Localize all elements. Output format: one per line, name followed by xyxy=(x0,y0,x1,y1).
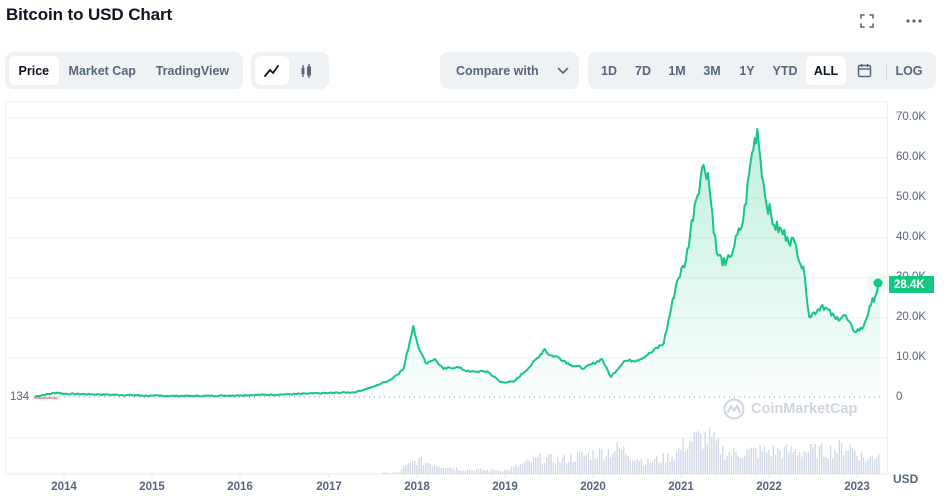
line-chart-icon xyxy=(264,64,279,77)
calendar-icon xyxy=(857,64,871,78)
fullscreen-icon[interactable] xyxy=(856,10,878,32)
tab-price[interactable]: Price xyxy=(9,56,59,85)
volume-bars xyxy=(383,427,880,474)
log-scale-toggle[interactable]: LOG xyxy=(895,63,923,78)
chart-area[interactable] xyxy=(5,101,888,475)
range-all[interactable]: ALL xyxy=(806,56,846,85)
x-tick-2022: 2022 xyxy=(756,481,782,493)
y-tick-40k: 40.0K xyxy=(896,231,927,243)
coinmarketcap-logo-icon xyxy=(723,398,745,420)
chart-type-toggle xyxy=(251,52,329,89)
range-ytd[interactable]: YTD xyxy=(772,63,798,78)
y-tick-20k: 20.0K xyxy=(896,311,927,323)
x-tick-2021: 2021 xyxy=(668,481,694,493)
x-tick-2020: 2020 xyxy=(580,481,606,493)
y-tick-10k: 10.0K xyxy=(896,351,927,363)
range-3m[interactable]: 3M xyxy=(703,63,721,78)
current-price-tag: 28.4K xyxy=(889,276,934,293)
x-tick-2016: 2016 xyxy=(227,481,253,493)
x-tick-2023: 2023 xyxy=(844,481,870,493)
x-tick-2018: 2018 xyxy=(404,481,430,493)
y-tick-70k: 70.0K xyxy=(896,111,927,123)
compare-with-label: Compare with xyxy=(456,63,539,78)
y-tick-60k: 60.0K xyxy=(896,151,927,163)
calendar-button[interactable] xyxy=(846,56,882,85)
current-price-dot xyxy=(873,278,883,288)
time-range-selector: 1D 7D 1M 3M 1Y YTD ALL LOG xyxy=(588,52,936,89)
watermark: CoinMarketCap xyxy=(723,398,857,420)
view-tabs: Price Market Cap TradingView xyxy=(5,52,243,89)
price-area-fill xyxy=(34,129,880,397)
currency-label: USD xyxy=(893,472,919,486)
x-tick-2017: 2017 xyxy=(316,481,342,493)
x-tick-2014: 2014 xyxy=(51,481,77,493)
start-price-label: 134 xyxy=(10,391,30,403)
tab-tradingview[interactable]: TradingView xyxy=(155,63,230,78)
line-chart-button[interactable] xyxy=(255,56,289,85)
more-options-icon[interactable] xyxy=(903,10,925,32)
y-tick-0: 0 xyxy=(896,391,903,403)
price-line xyxy=(34,128,881,398)
divider xyxy=(886,62,887,79)
range-7d[interactable]: 7D xyxy=(635,63,651,78)
candlestick-icon xyxy=(301,63,311,78)
compare-with-dropdown[interactable]: Compare with xyxy=(440,52,579,89)
chevron-down-icon xyxy=(557,67,569,74)
x-tick-2019: 2019 xyxy=(492,481,518,493)
range-1d[interactable]: 1D xyxy=(601,63,617,78)
candlestick-button[interactable] xyxy=(289,56,323,85)
range-1m[interactable]: 1M xyxy=(668,63,686,78)
x-tick-2015: 2015 xyxy=(139,481,165,493)
tab-market-cap[interactable]: Market Cap xyxy=(68,63,136,78)
range-1y[interactable]: 1Y xyxy=(739,63,755,78)
page-title: Bitcoin to USD Chart xyxy=(6,5,173,24)
watermark-text: CoinMarketCap xyxy=(751,401,858,417)
y-tick-50k: 50.0K xyxy=(896,191,927,203)
